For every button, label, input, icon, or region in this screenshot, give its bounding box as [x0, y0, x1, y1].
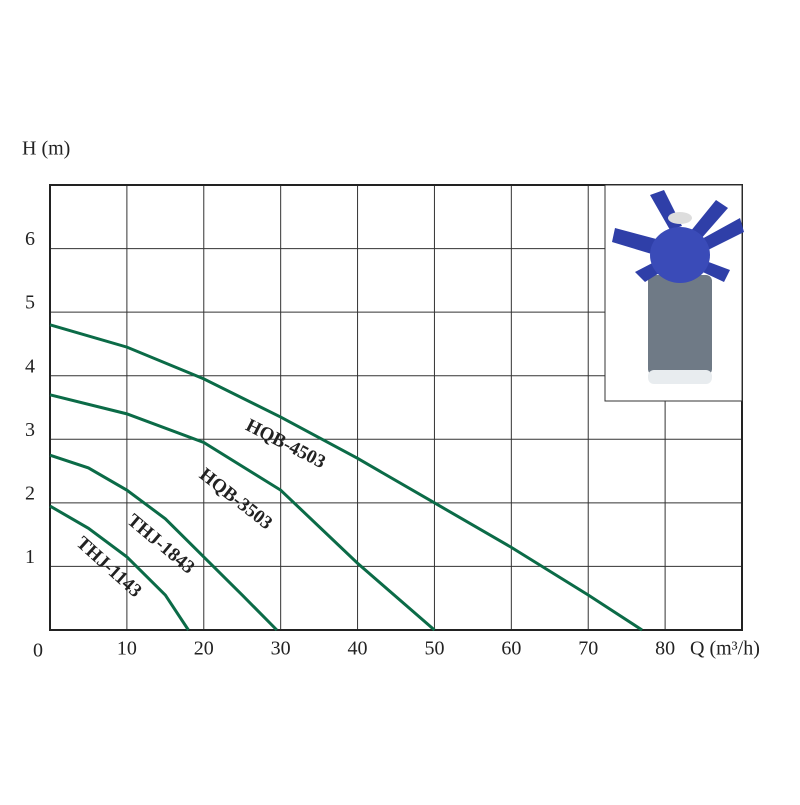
impeller-photo [604, 184, 744, 402]
curve-label: HQB-4503 [242, 415, 329, 473]
y-axis-label: H (m) [22, 138, 70, 160]
y-tick-label: 6 [25, 228, 35, 250]
curve [49, 393, 436, 632]
x-tick-label: 40 [348, 638, 368, 660]
curve-label: HQB-3503 [195, 464, 276, 534]
x-tick-label: 60 [501, 638, 521, 660]
x-tick-label: 20 [194, 638, 214, 660]
x-tick-label: 70 [578, 638, 598, 660]
x-tick-label: 10 [117, 638, 137, 660]
shaft [668, 212, 692, 224]
blades [612, 190, 744, 282]
origin-label: 0 [33, 640, 43, 662]
curve-label: THJ-1843 [123, 510, 199, 578]
curve [49, 453, 278, 632]
y-tick-label: 1 [25, 546, 35, 568]
plot-frame [49, 184, 743, 631]
curve [49, 504, 190, 631]
curve [49, 323, 643, 632]
x-tick-label: 30 [271, 638, 291, 660]
y-tick-label: 2 [25, 482, 35, 504]
x-tick-label: 80 [655, 638, 675, 660]
y-tick-label: 3 [25, 419, 35, 441]
x-tick-label: 50 [424, 638, 444, 660]
hub [650, 227, 710, 283]
magnet [648, 275, 712, 375]
x-axis-label: Q (m³/h) [690, 638, 760, 660]
cap [648, 370, 712, 384]
y-tick-label: 5 [25, 292, 35, 314]
y-tick-label: 4 [25, 355, 35, 377]
